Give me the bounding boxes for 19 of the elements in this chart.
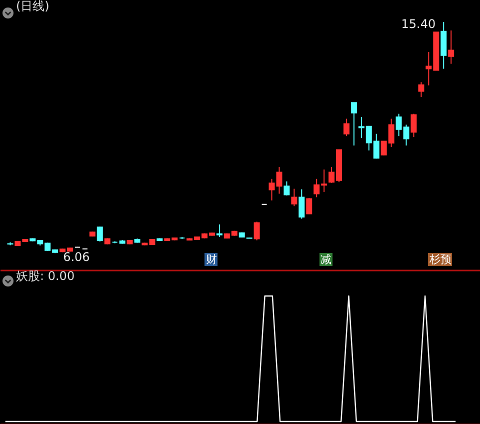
annotation: 减: [319, 253, 332, 266]
candlestick: [298, 188, 305, 220]
candlestick: [284, 180, 290, 196]
chart-title: 妖股: 0.00: [16, 269, 75, 283]
annotation: 15.40: [401, 17, 436, 32]
candlestick: [291, 188, 298, 207]
annotation: 财: [204, 253, 218, 266]
candlestick: [350, 102, 357, 146]
annotation: 6.06: [63, 250, 90, 264]
candlestick: [96, 226, 103, 242]
candlestick: [216, 224, 222, 238]
candlestick: [254, 221, 260, 241]
candlestick: [418, 82, 424, 98]
candlestick: [448, 30, 454, 64]
candlestick: [410, 113, 417, 138]
annotation: 杉预: [428, 253, 452, 266]
candlestick: [343, 118, 350, 137]
chart-title: (日线): [16, 0, 50, 13]
candlestick: [306, 197, 312, 215]
